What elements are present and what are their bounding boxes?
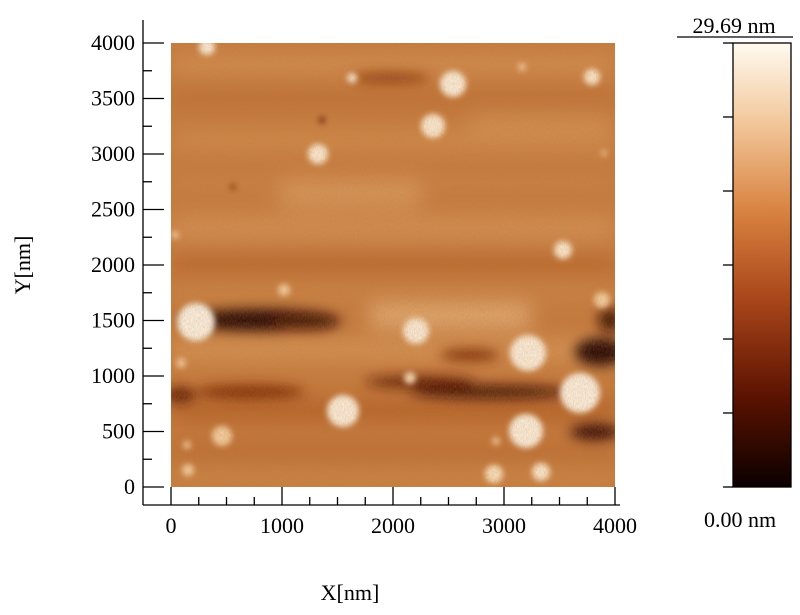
x-tick-label: 4000 (593, 513, 637, 538)
colorbar-scale (732, 42, 792, 488)
x-tick-label: 3000 (482, 513, 526, 538)
x-tick-label: 0 (166, 513, 177, 538)
x-tick-label: 1000 (260, 513, 304, 538)
colorbar: 29.69 nm 0.00 nm (677, 13, 793, 532)
y-tick-label: 0 (124, 474, 135, 499)
x-tick-labels: 0 1000 2000 3000 4000 (166, 513, 638, 538)
x-tick-label: 2000 (371, 513, 415, 538)
y-tick-label: 1000 (91, 363, 135, 388)
colorbar-ticks (677, 36, 793, 488)
y-tick-label: 1500 (91, 308, 135, 333)
y-tick-label: 4000 (91, 30, 135, 55)
y-axis-label: Y[nm] (10, 236, 35, 295)
y-tick-label: 2500 (91, 197, 135, 222)
axes (142, 20, 620, 506)
colorbar-max-label: 29.69 nm (692, 13, 775, 38)
afm-topography-map (171, 43, 615, 487)
y-tick-label: 2000 (91, 252, 135, 277)
surface-texture (171, 43, 615, 487)
y-tick-labels: 4000 3500 3000 2500 2000 1500 1000 500 0 (91, 30, 135, 499)
y-tick-label: 3000 (91, 141, 135, 166)
y-tick-label: 3500 (91, 86, 135, 111)
x-axis-label: X[nm] (321, 580, 380, 605)
y-tick-label: 500 (102, 419, 135, 444)
colorbar-min-label: 0.00 nm (704, 507, 776, 532)
